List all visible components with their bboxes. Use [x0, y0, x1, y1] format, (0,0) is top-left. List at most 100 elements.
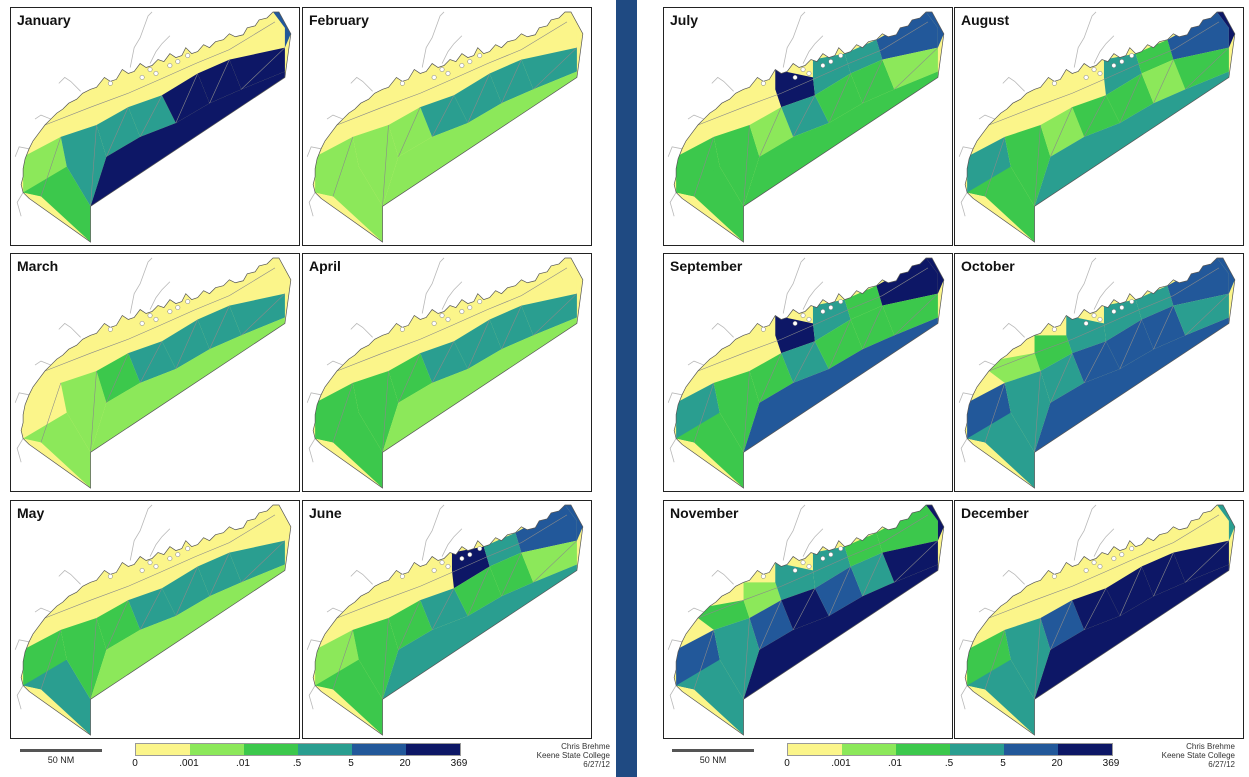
zone-7: [23, 412, 91, 489]
grid-line: [382, 124, 389, 207]
credit-org: Keene State College: [1161, 751, 1235, 760]
island: [459, 63, 465, 68]
land-outline: [149, 281, 171, 310]
month-label: April: [309, 258, 341, 274]
zone-6: [515, 11, 577, 60]
grid-line: [988, 267, 1220, 372]
zone-3: [122, 315, 162, 354]
zones-group: [674, 11, 944, 243]
land-outline: [1073, 257, 1097, 314]
island: [185, 299, 191, 305]
grid-line: [1153, 59, 1174, 104]
grid-line: [1034, 617, 1041, 700]
zone-14: [743, 564, 938, 700]
grid-line: [828, 566, 851, 617]
island: [1111, 63, 1117, 68]
land-outline: [350, 76, 373, 92]
zones-group: [313, 504, 583, 736]
legend-swatch-2: [896, 744, 950, 755]
credit-date: 6/27/12: [1208, 760, 1235, 769]
zone-2: [382, 335, 421, 372]
island: [1051, 326, 1057, 332]
land-outline: [58, 322, 81, 338]
zone-5: [844, 532, 883, 567]
grid-line: [533, 293, 578, 336]
grid-line: [106, 353, 129, 403]
land-outline: [306, 146, 322, 157]
zone-2: [743, 582, 782, 619]
island: [175, 305, 181, 310]
legend-swatch-1: [190, 744, 244, 755]
land-outline: [958, 146, 974, 157]
grid-line: [697, 267, 929, 372]
zone-14: [90, 71, 285, 207]
land-outline: [326, 114, 344, 120]
zone-6: [876, 11, 938, 60]
zone-1: [44, 107, 97, 137]
land-outline: [308, 192, 316, 217]
island: [139, 567, 145, 573]
zone-7: [23, 166, 91, 243]
zone-10: [128, 588, 176, 630]
island: [800, 560, 806, 565]
zones-group: [21, 11, 291, 243]
island: [147, 313, 153, 318]
island: [806, 71, 812, 76]
zone-10: [1072, 588, 1120, 630]
legend-swatch-1: [842, 744, 896, 755]
zone-1: [697, 353, 750, 383]
zone-7: [967, 166, 1035, 243]
grid-line: [693, 382, 715, 443]
zone-5: [191, 39, 230, 74]
land-outline: [1002, 322, 1025, 338]
land-outline: [782, 504, 806, 561]
zone-5: [1135, 285, 1174, 320]
zone-13: [521, 540, 577, 583]
grid-line: [382, 370, 389, 453]
map-panel-december: December: [954, 500, 1244, 739]
land-outline: [14, 146, 30, 157]
zones-group: [21, 504, 291, 736]
zone-9: [749, 107, 794, 157]
coastline: [964, 504, 1236, 736]
coastline: [20, 11, 292, 243]
grid-line: [1050, 107, 1073, 157]
grid-line: [44, 514, 276, 619]
island: [1097, 71, 1103, 76]
zone-1: [988, 600, 1041, 630]
grid-line: [1083, 341, 1107, 384]
land-outline: [16, 685, 24, 710]
grid-line: [1185, 47, 1230, 90]
month-label: September: [670, 258, 743, 274]
land-outline: [34, 360, 52, 366]
land-outline: [16, 192, 24, 217]
map-svg: [667, 504, 945, 736]
land-outline: [149, 528, 171, 557]
zone-3: [775, 562, 815, 601]
zone-1: [697, 600, 750, 630]
land-outline: [149, 35, 171, 64]
island: [1111, 556, 1117, 561]
island: [800, 67, 806, 72]
island: [838, 53, 844, 59]
zone-10: [1072, 95, 1120, 137]
zone-3: [414, 69, 454, 108]
zone-9: [96, 107, 141, 157]
map-svg: [306, 504, 584, 736]
land-outline: [58, 76, 81, 92]
grid-line: [988, 21, 1220, 126]
map-svg: [958, 11, 1236, 243]
zones-group: [965, 11, 1235, 243]
island: [185, 53, 191, 59]
grid-line: [1083, 95, 1107, 138]
grid-line: [175, 73, 198, 124]
zone-6: [876, 257, 938, 306]
zone-6: [515, 257, 577, 306]
zone-13: [521, 47, 577, 90]
island: [760, 573, 766, 579]
legend-tick: 20: [399, 758, 411, 769]
island: [445, 564, 451, 569]
zone-9: [1040, 353, 1085, 403]
island: [1091, 313, 1097, 318]
island: [820, 309, 826, 314]
